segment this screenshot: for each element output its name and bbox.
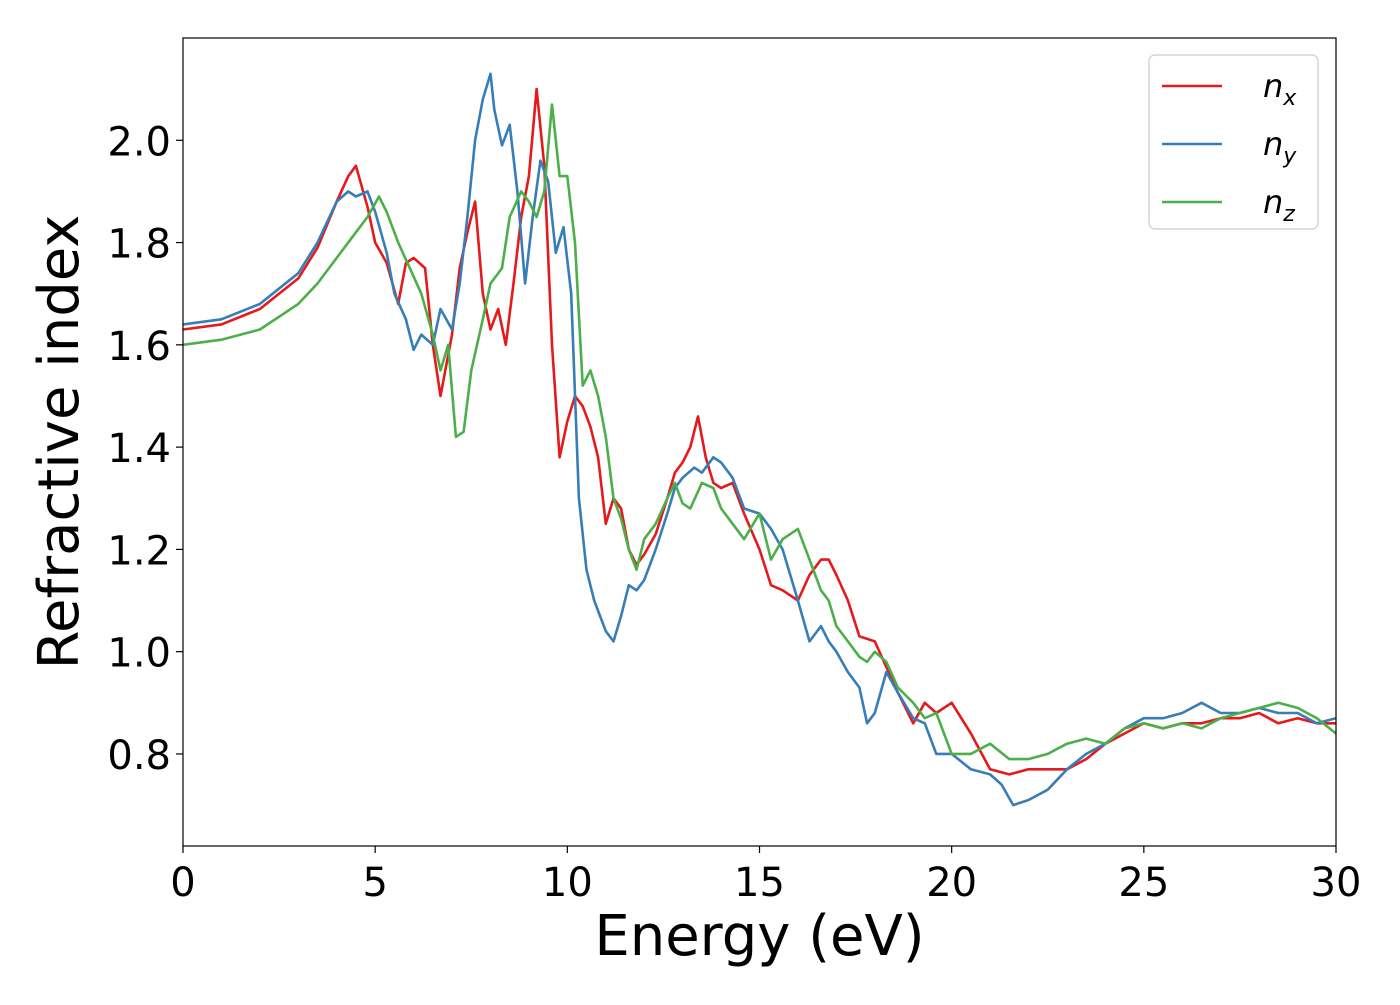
y-tick-label: 2.0 [107, 119, 171, 165]
x-tick-label: 15 [734, 860, 785, 906]
x-tick-label: 30 [1311, 860, 1362, 906]
x-tick-label: 0 [170, 860, 195, 906]
y-tick-label: 1.0 [107, 631, 171, 677]
y-tick-label: 1.2 [107, 528, 171, 574]
y-tick-label: 1.6 [107, 324, 171, 370]
x-tick-label: 20 [926, 860, 977, 906]
series-layer [183, 72, 1336, 807]
y-axis: 0.8 1.0 1.2 1.4 1.6 1.8 2.0 [107, 119, 183, 779]
series-line-z [183, 103, 1336, 761]
x-axis-label: Energy (eV) [594, 904, 924, 969]
x-tick-label: 25 [1118, 860, 1169, 906]
legend-label-x: nx [1263, 67, 1297, 111]
legend-label-z: nz [1263, 183, 1295, 227]
legend-label-y: ny [1263, 125, 1297, 169]
x-tick-label: 5 [362, 860, 387, 906]
y-axis-label: Refractive index [27, 215, 92, 670]
y-tick-label: 0.8 [107, 733, 171, 779]
legend-frame [1148, 54, 1319, 230]
legend: nx ny nz [1148, 54, 1319, 230]
x-tick-label: 10 [542, 860, 593, 906]
y-tick-label: 1.4 [107, 426, 171, 472]
y-tick-label: 1.8 [107, 222, 171, 268]
x-axis: 0 5 10 15 20 25 30 [170, 846, 1361, 906]
